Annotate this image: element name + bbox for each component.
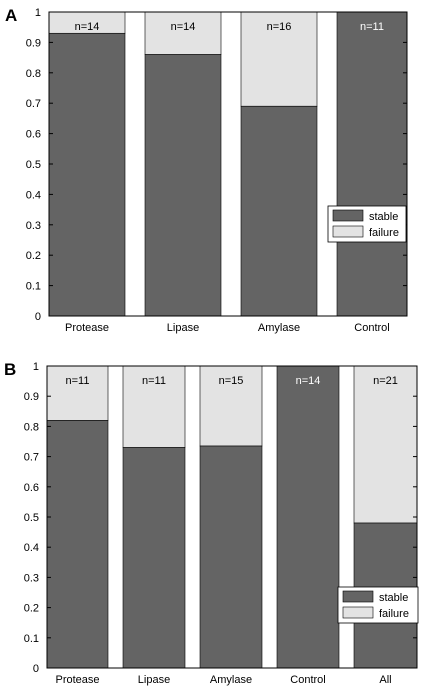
y-tick-label: 0.7 [24,452,39,464]
bar-failure-lipase [122,365,186,448]
x-tick-label: Control [290,674,325,686]
legend-swatch-failure [332,225,364,238]
bar-failure-lipase [144,11,222,55]
y-tick-label: 0.4 [24,542,39,554]
legend-swatch-stable [332,209,364,222]
x-tick-label: Amylase [210,674,252,686]
legend-label-stable: stable [369,211,398,223]
x-tick-label: Protease [55,674,99,686]
n-annotation-lipase: n=14 [171,21,196,33]
bar-stable-lipase [144,54,222,317]
y-tick-label: 0 [33,663,39,675]
x-tick-label: Lipase [167,322,199,334]
n-annotation-protease: n=14 [75,21,100,33]
y-tick-label: 0.6 [24,482,39,494]
y-tick-label: 0.5 [26,159,41,171]
n-annotation-control: n=14 [296,375,321,387]
n-annotation-protease: n=11 [66,375,90,387]
y-tick-label: 0.8 [24,421,39,433]
legend-label-failure: failure [369,227,399,239]
y-tick-label: 0.1 [24,633,39,645]
bar-stable-control [276,365,340,669]
y-tick-label: 0.7 [26,98,41,110]
bar-stable-protease [48,32,126,317]
n-annotation-control: n=11 [360,21,384,33]
legend-swatch-stable [342,590,374,603]
y-tick-label: 0.5 [24,512,39,524]
x-tick-label: Protease [65,322,109,334]
x-tick-label: Lipase [138,674,170,686]
bar-stable-control [336,11,408,317]
x-tick-label: Amylase [258,322,300,334]
x-tick-label: All [379,674,391,686]
panel-label: B [4,360,16,379]
y-tick-label: 0.3 [26,220,41,232]
y-tick-label: 0 [35,311,41,323]
bar-failure-amylase [240,11,318,107]
y-tick-label: 0.3 [24,572,39,584]
bar-stable-amylase [240,105,318,317]
y-tick-label: 0.2 [26,250,41,262]
y-tick-label: 1 [33,361,39,373]
bar-stable-amylase [199,445,263,669]
y-tick-label: 0.1 [26,281,41,293]
legend-swatch-failure [342,606,374,619]
y-tick-label: 1 [35,7,41,19]
y-tick-label: 0.9 [26,37,41,49]
bar-failure-all [353,365,418,524]
legend-label-failure: failure [379,608,409,620]
n-annotation-all: n=21 [373,375,398,387]
n-annotation-amylase: n=16 [267,21,292,33]
panel-label: A [5,6,17,25]
n-annotation-amylase: n=15 [219,375,244,387]
bar-stable-lipase [122,447,186,669]
x-tick-label: Control [354,322,389,334]
y-tick-label: 0.9 [24,391,39,403]
y-tick-label: 0.2 [24,603,39,615]
y-tick-label: 0.8 [26,68,41,80]
y-tick-label: 0.4 [26,189,41,201]
y-tick-label: 0.6 [26,129,41,141]
legend-label-stable: stable [379,592,408,604]
bar-failure-amylase [199,365,263,447]
bar-stable-protease [46,420,109,669]
n-annotation-lipase: n=11 [142,375,166,387]
